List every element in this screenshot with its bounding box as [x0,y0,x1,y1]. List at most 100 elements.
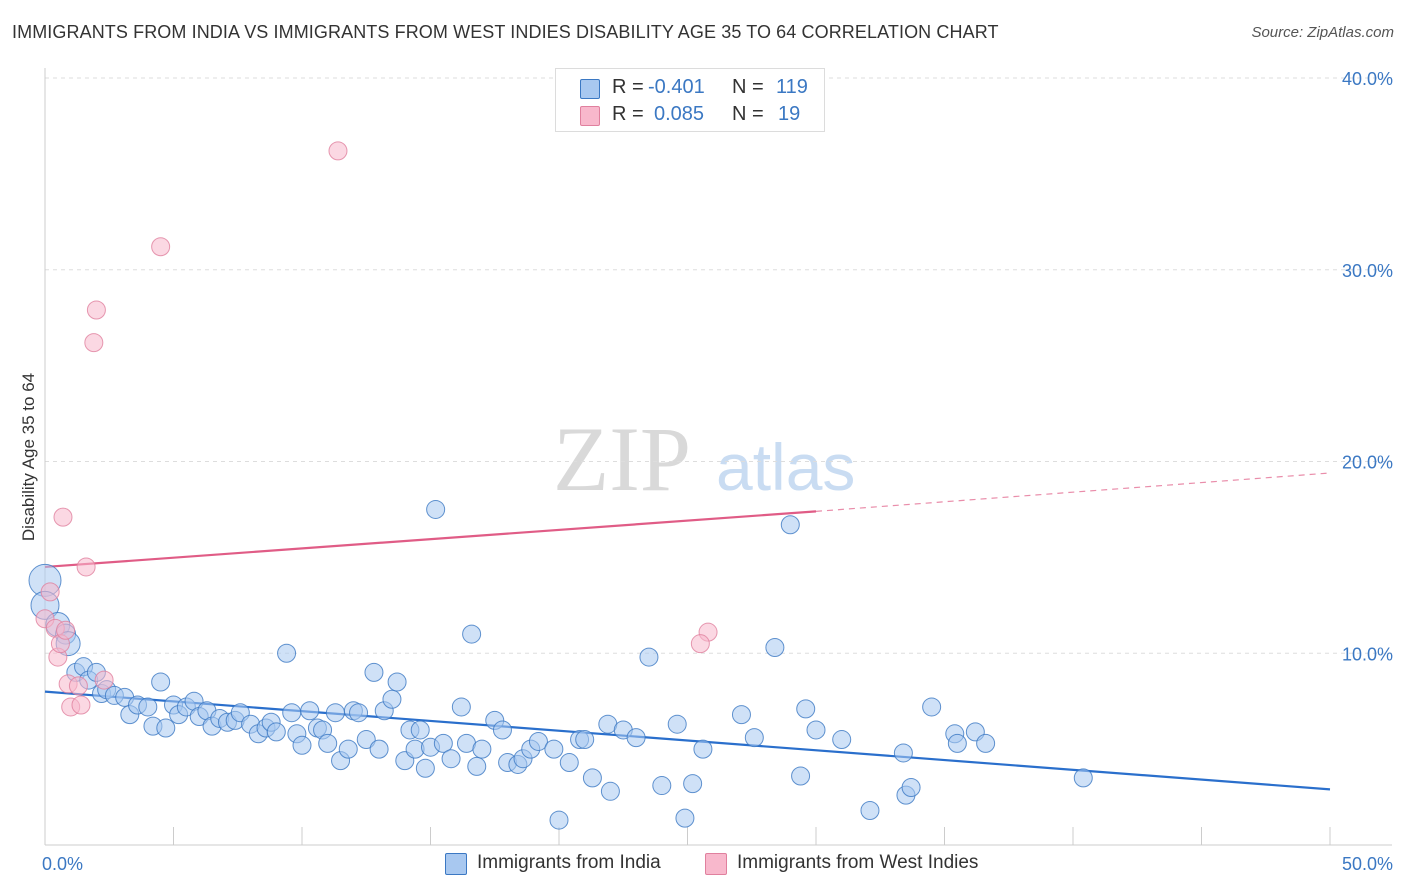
point-india [151,672,171,692]
x-tick-label-max: 50.0% [1342,854,1393,874]
point-india [528,731,548,751]
point-india [791,766,811,786]
point-india [472,739,492,759]
correlation-legend: R = -0.401 N = 119 R = 0.085 N = 19 [555,68,825,132]
point-india [780,515,800,535]
point-west-indies [94,670,114,690]
point-india [639,647,659,667]
point-west-indies [40,582,60,602]
legend-r-value: 0.085 [654,103,705,125]
point-india [410,720,430,740]
point-india [356,730,376,750]
point-india [451,697,471,717]
trend-line-west-indies-extension [815,472,1331,512]
point-west-indies [56,620,76,640]
point-india [426,499,446,519]
legend-swatch-west-indies [580,106,600,126]
point-india [325,703,345,723]
point-india [575,730,595,750]
point-india [364,662,384,682]
point-india [300,701,320,721]
point-india [901,777,921,797]
chart-title: IMMIGRANTS FROM INDIA VS IMMIGRANTS FROM… [12,22,999,42]
point-india [667,714,687,734]
point-west-indies [86,300,106,320]
point-india [382,689,402,709]
legend-n-label: N = [732,103,764,125]
point-india [369,739,389,759]
legend-r-label: R = [612,76,644,98]
point-west-indies [68,676,88,696]
point-west-indies [76,557,96,577]
point-india [582,768,602,788]
point-india [318,733,338,753]
point-india [441,749,461,769]
point-india [832,730,852,750]
point-india [338,739,358,759]
point-india [433,733,453,753]
trend-line-india [44,690,1331,791]
point-india [675,808,695,828]
point-india [947,733,967,753]
series-label-west-indies: Immigrants from West Indies [737,852,979,873]
point-india [467,756,487,776]
point-india [796,699,816,719]
watermark: ZIP atlas [553,408,855,510]
point-india [893,743,913,763]
point-india [277,643,297,663]
y-tick-label: 10.0% [1342,644,1393,664]
point-west-indies [53,507,73,527]
legend-n-value: 119 [776,76,808,98]
point-west-indies [328,141,348,161]
point-india [1073,768,1093,788]
legend-n-value: 19 [778,103,801,125]
point-india [492,720,512,740]
legend-r-value: -0.401 [648,76,705,98]
point-india [559,753,579,773]
point-india [683,774,703,794]
point-india [292,735,312,755]
point-india [387,672,407,692]
point-india [462,624,482,644]
series-swatch-india [445,853,467,875]
source-label: Source: ZipAtlas.com [1251,24,1394,41]
watermark-atlas: atlas [716,430,855,504]
watermark-zip: ZIP [553,408,691,510]
y-tick-label: 30.0% [1342,261,1393,281]
point-india [544,739,564,759]
point-india [922,697,942,717]
trend-line-west-indies [44,510,817,569]
grid [45,77,1392,654]
point-west-indies [71,695,91,715]
point-india [976,733,996,753]
point-west-indies [690,634,710,654]
point-india [549,810,569,830]
point-india [652,776,672,796]
y-tick-label: 40.0% [1342,69,1393,89]
point-india [282,703,302,723]
point-india [349,703,369,723]
legend-n-label: N = [732,76,764,98]
point-india [138,697,158,717]
data-points [28,141,1093,830]
point-india [765,637,785,657]
axes [44,68,1392,846]
legend-r-label: R = [612,103,644,125]
point-india [415,758,435,778]
point-india [744,728,764,748]
y-axis-label: Disability Age 35 to 64 [19,373,38,541]
point-west-indies [151,237,171,257]
y-tick-label: 20.0% [1342,453,1393,473]
point-india [693,739,713,759]
tick-labels: 10.0% 20.0% 30.0% 40.0% 0.0% 50.0% [42,69,1393,874]
point-india [600,781,620,801]
point-india [266,722,286,742]
point-india [860,800,880,820]
series-label-india: Immigrants from India [477,852,661,873]
x-tick-label-min: 0.0% [42,854,83,874]
point-west-indies [84,333,104,353]
point-india [156,718,176,738]
point-india [731,705,751,725]
legend-swatch-india [580,79,600,99]
